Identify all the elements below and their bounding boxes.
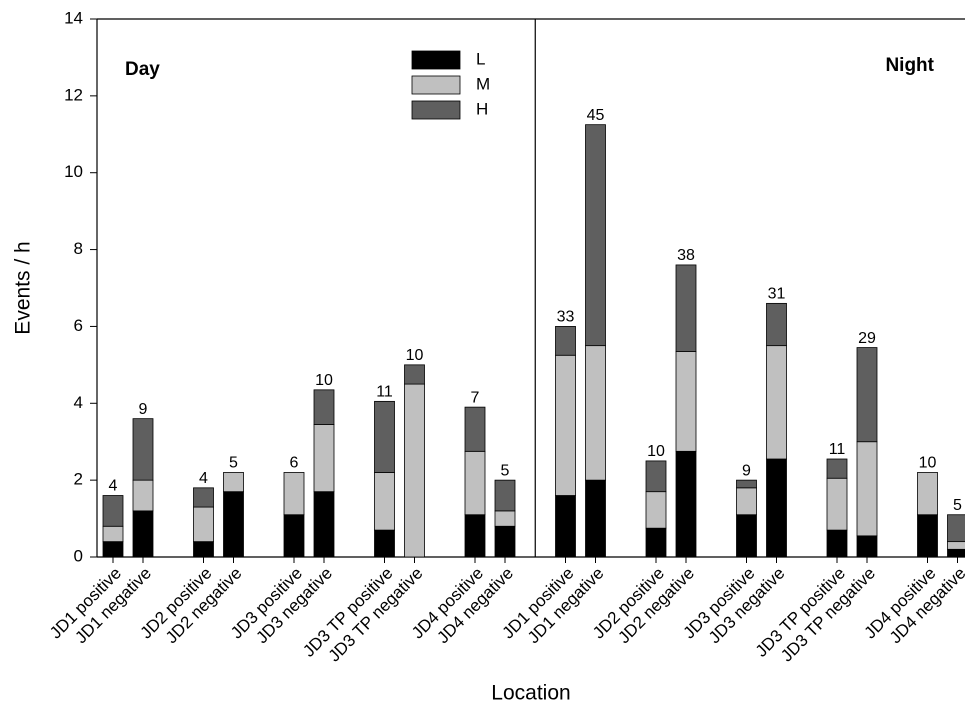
x-axis-title: Location — [491, 682, 570, 705]
legend-swatch — [411, 100, 461, 120]
bar-segment — [826, 458, 848, 479]
bar-segment — [766, 302, 787, 347]
bar-segment — [585, 124, 606, 347]
bar-segment — [494, 479, 516, 512]
bar-segment — [856, 347, 878, 443]
bar-segment — [374, 472, 395, 531]
bar-segment — [464, 450, 486, 516]
bar-segment — [947, 548, 965, 558]
bar-segment — [374, 529, 395, 558]
count-label: 10 — [647, 443, 665, 460]
bar-segment — [585, 479, 606, 558]
bar-segment — [223, 491, 244, 558]
bar-segment — [193, 487, 214, 508]
bar-segment — [102, 525, 124, 543]
count-label: 10 — [406, 347, 424, 364]
annotation: Night — [885, 55, 934, 76]
bar-segment — [494, 510, 516, 527]
y-tick-label: 4 — [74, 393, 83, 412]
bar-segment — [947, 541, 965, 550]
y-tick-label: 10 — [64, 162, 83, 181]
bar-segment — [645, 491, 667, 529]
count-label: 6 — [290, 455, 299, 472]
bar-segment — [313, 491, 335, 558]
count-label: 5 — [953, 497, 962, 514]
legend-swatch — [411, 50, 461, 70]
bar-segment — [645, 460, 667, 493]
bar-segment — [736, 487, 757, 516]
y-tick-label: 12 — [64, 85, 83, 104]
bar-segment — [947, 514, 965, 543]
bar-segment — [313, 424, 335, 493]
bar-segment — [102, 495, 124, 527]
bar-segment — [102, 541, 124, 558]
legend-label: M — [476, 74, 490, 93]
y-tick-label: 8 — [74, 239, 83, 258]
count-label: 7 — [471, 389, 480, 406]
bar-segment — [736, 479, 757, 489]
y-axis-title: Events / h — [12, 241, 35, 334]
bar-segment — [283, 472, 305, 516]
bar-segment — [464, 406, 486, 452]
bar-segment — [555, 354, 576, 496]
count-label: 11 — [829, 441, 846, 458]
bar-segment — [132, 479, 154, 512]
bar-segment — [404, 364, 425, 385]
bar-segment — [917, 514, 938, 558]
bar-segment — [555, 326, 576, 356]
bar-segment — [766, 458, 787, 558]
bar-segment — [555, 495, 576, 558]
count-label: 9 — [139, 401, 148, 418]
bar-segment — [132, 510, 154, 558]
count-label: 11 — [376, 384, 393, 401]
y-tick-label: 2 — [74, 470, 83, 489]
count-label: 38 — [677, 247, 695, 264]
bar-segment — [645, 527, 667, 558]
y-tick-label: 0 — [74, 546, 83, 565]
bar-segment — [856, 441, 878, 537]
y-tick-label: 6 — [74, 316, 83, 335]
bar-segment — [132, 418, 154, 481]
bar-segment — [374, 400, 395, 473]
bar-segment — [826, 477, 848, 531]
count-label: 31 — [768, 286, 786, 303]
count-label: 10 — [315, 372, 333, 389]
annotation: Day — [125, 59, 160, 80]
count-label: 4 — [109, 478, 118, 495]
count-label: 45 — [587, 107, 605, 124]
legend-label: L — [476, 49, 485, 68]
bar-segment — [826, 529, 848, 558]
bar-segment — [404, 383, 425, 558]
bar-segment — [856, 535, 878, 558]
count-label: 4 — [199, 470, 208, 487]
bar-segment — [675, 351, 697, 452]
bar-segment — [766, 345, 787, 460]
bar-segment — [736, 514, 757, 558]
bar-segment — [585, 345, 606, 481]
legend-swatch — [411, 75, 461, 95]
count-label: 5 — [501, 462, 510, 479]
count-label: 10 — [919, 455, 937, 472]
bar-segment — [283, 514, 305, 558]
y-tick-label: 14 — [64, 8, 83, 27]
bar-segment — [494, 525, 516, 558]
legend-label: H — [476, 99, 488, 118]
bar-segment — [223, 472, 244, 493]
count-label: 29 — [858, 330, 876, 347]
count-label: 5 — [229, 455, 238, 472]
count-label: 33 — [557, 309, 575, 326]
bar-segment — [193, 541, 214, 558]
bar-segment — [675, 264, 697, 352]
bar-segment — [313, 389, 335, 425]
bar-segment — [917, 472, 938, 516]
bar-segment — [464, 514, 486, 558]
bar-segment — [193, 506, 214, 543]
bar-segment — [675, 450, 697, 558]
count-label: 9 — [742, 462, 751, 479]
